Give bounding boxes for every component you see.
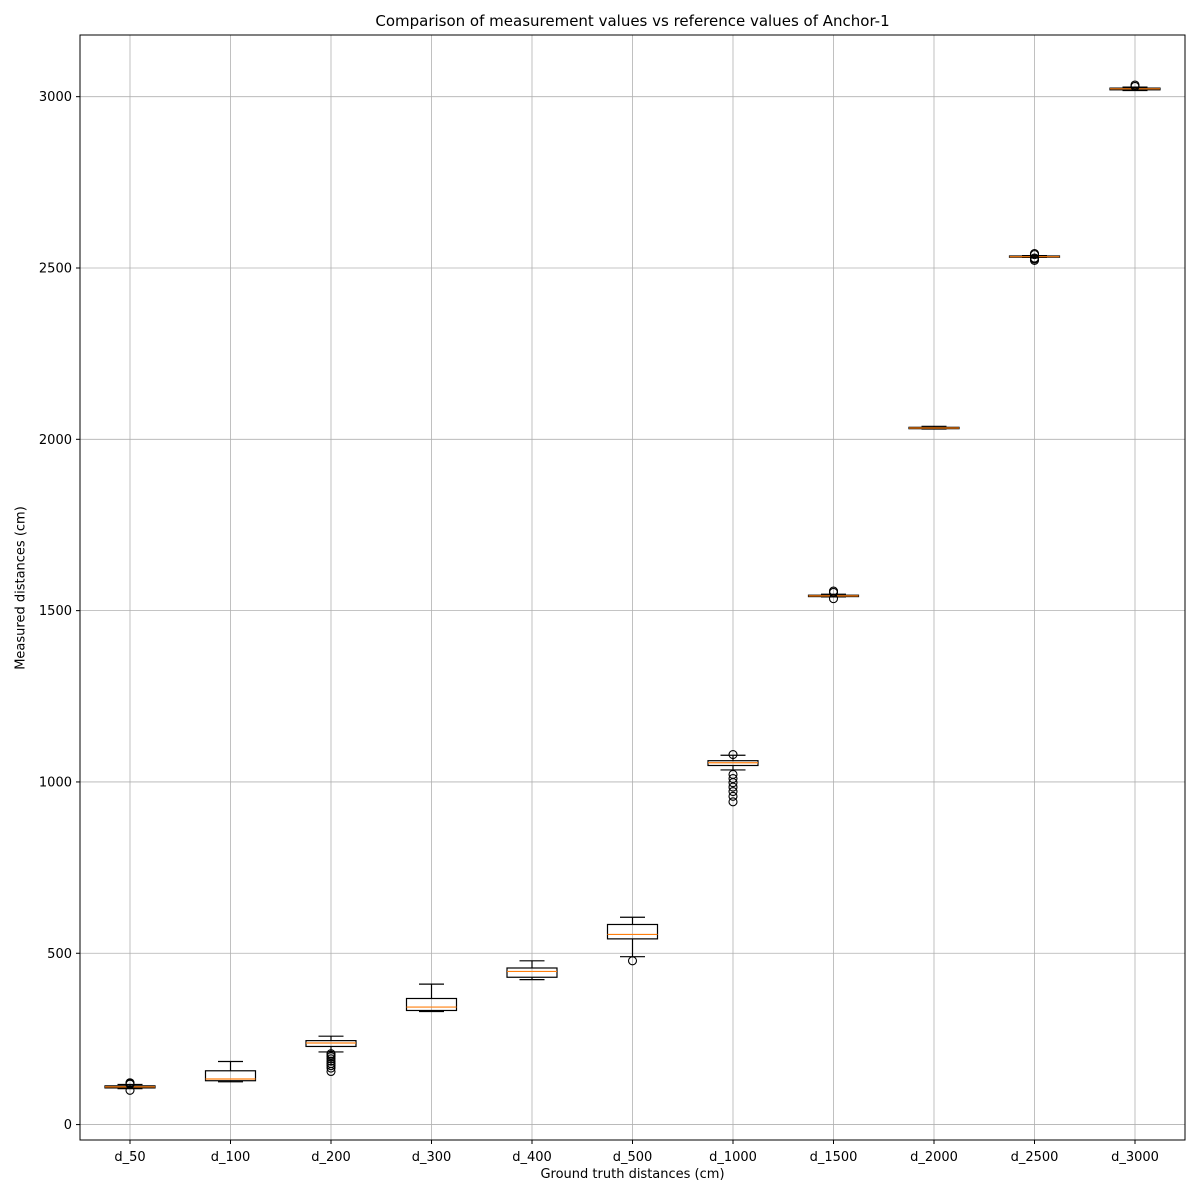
box-body — [606, 923, 659, 940]
box-outlier — [728, 797, 738, 807]
box-body — [405, 997, 458, 1012]
box-outlier — [728, 769, 738, 779]
y-tick-label: 500 — [47, 947, 72, 962]
x-tick-label: d_3000 — [1111, 1150, 1159, 1165]
box-outlier — [728, 773, 738, 784]
y-tick-label: 1500 — [39, 604, 72, 619]
x-tick-label: d_200 — [311, 1150, 351, 1165]
box-outlier — [326, 1049, 336, 1059]
y-axis-label: Measured distances (cm) — [13, 506, 29, 670]
y-tick-label: 2000 — [39, 433, 72, 448]
x-tick-label: d_100 — [211, 1150, 251, 1165]
box-outlier — [828, 586, 839, 596]
x-tick-label: d_400 — [512, 1150, 552, 1165]
x-tick-label: d_2000 — [910, 1150, 958, 1165]
box-outlier — [125, 1078, 135, 1088]
x-tick-label: d_300 — [412, 1150, 452, 1165]
box-outlier — [728, 749, 738, 760]
y-tick-label: 1000 — [39, 775, 72, 790]
box-outlier — [1130, 80, 1140, 90]
x-tick-label: d_500 — [613, 1150, 653, 1165]
box-outlier — [326, 1059, 336, 1069]
box-outlier — [728, 786, 738, 797]
x-tick-label: d_1500 — [810, 1150, 858, 1165]
y-tick-label: 2500 — [39, 261, 72, 276]
y-tick-label: 3000 — [39, 90, 72, 105]
x-tick-label: d_2500 — [1011, 1150, 1059, 1165]
box-outlier — [326, 1063, 336, 1073]
x-tick-label: d_50 — [114, 1150, 145, 1165]
box-outlier — [1029, 249, 1040, 259]
box-outlier — [1029, 253, 1040, 263]
x-tick-label: d_1000 — [709, 1150, 757, 1165]
box-outlier — [728, 791, 738, 801]
box-outlier — [627, 956, 638, 966]
box-body — [506, 967, 558, 978]
chart-title: Comparison of measurement values vs refe… — [375, 12, 890, 30]
box-body — [204, 1070, 257, 1082]
x-axis-label: Ground truth distances (cm) — [540, 1167, 725, 1182]
box-outlier — [728, 782, 738, 792]
y-tick-label: 0 — [64, 1118, 72, 1133]
